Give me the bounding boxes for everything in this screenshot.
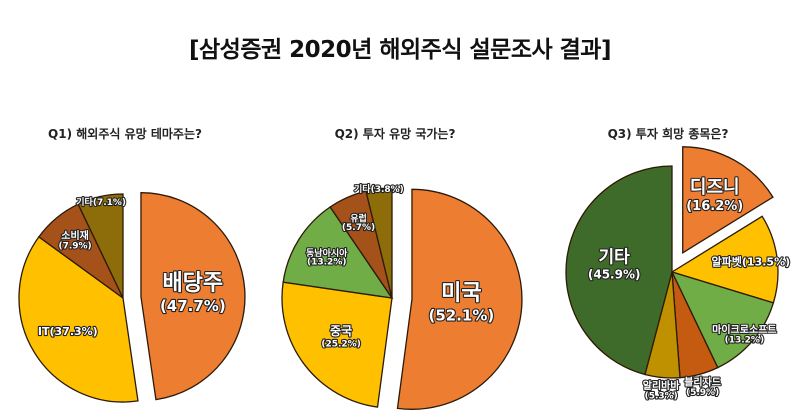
slice-label-2-2: 중국 (25.2%): [321, 324, 360, 349]
slice-label-1-3: 소비재 (7.9%): [58, 229, 91, 252]
slice-label-3-1: 디즈니 (16.2%): [686, 177, 743, 214]
pie-slice-3-2: [670, 215, 779, 304]
slice-label-3-3: 마이크로소프트 (13.2%): [712, 323, 776, 346]
slice-label-2-1: 미국 (52.1%): [428, 281, 494, 325]
pie-slice-1-4: [77, 193, 124, 299]
chart-1-title: Q1) 해외주식 유망 테마주는?: [48, 127, 202, 141]
pie-slice-1-1: [140, 192, 246, 401]
slice-label-1-2: IT(37.3%): [38, 325, 98, 338]
page-title: [삼성증권 2020년 해외주식 설문조사 결과]: [189, 37, 611, 63]
slice-label-3-4: 블리자드 (5.9%): [684, 375, 721, 398]
pie-slice-2-1: [396, 188, 523, 410]
slice-label-2-4: 유럽 (5.7%): [342, 212, 375, 233]
slice-label-3-2: 알파벳(13.5%): [712, 255, 791, 269]
pie-slice-3-3: [670, 270, 775, 369]
slice-label-1-1: 배당주 (47.7%): [160, 271, 226, 315]
pie-slice-1-2: [18, 235, 139, 403]
slice-label-2-3: 동남아시아 (13.2%): [306, 247, 348, 268]
slice-label-3-6: 기타 (45.9%): [588, 247, 641, 281]
pie-slice-2-5: [365, 187, 393, 299]
pie-slice-2-2: [281, 281, 393, 408]
slice-label-2-5: 기타(3.8%): [354, 183, 404, 195]
chart-2-title: Q2) 투자 유망 국가는?: [334, 127, 456, 141]
pie-slice-3-1: [682, 146, 774, 254]
chart-3-title: Q3) 투자 희망 종목은?: [607, 127, 729, 141]
pie-slice-2-3: [282, 206, 394, 299]
pie-slice-3-6: [565, 165, 673, 376]
slice-label-1-4: 기타(7.1%): [76, 196, 126, 208]
slice-label-3-5: 알리바바 (5.3%): [643, 379, 681, 402]
